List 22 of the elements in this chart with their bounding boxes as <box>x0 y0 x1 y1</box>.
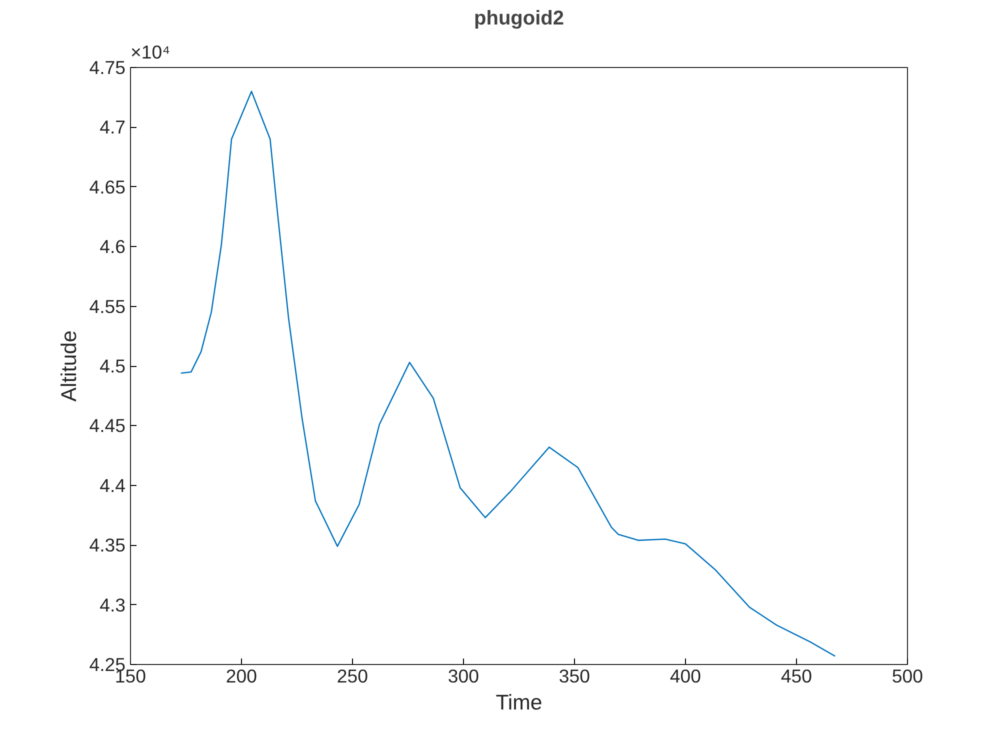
x-tick-label: 300 <box>448 666 480 686</box>
y-tick-label: 4.3 <box>100 594 126 616</box>
x-tick-label: 450 <box>780 666 812 686</box>
y-tick-label: 4.35 <box>89 534 126 556</box>
x-tick-label: 200 <box>226 666 258 686</box>
x-tick-label: 500 <box>892 666 924 686</box>
x-tick-label: 350 <box>558 666 590 686</box>
chart-title: phugoid2 <box>474 8 564 30</box>
y-tick-label: 4.6 <box>100 236 126 258</box>
y-tick-label: 4.4 <box>100 474 126 496</box>
x-tick-label: 400 <box>670 666 702 686</box>
text: ×10⁴ <box>130 42 170 62</box>
y-axis-title: Altitude <box>57 330 82 402</box>
line-series <box>180 90 836 657</box>
y-tick-label: 4.55 <box>89 296 126 317</box>
y-tick-label: 4.5 <box>100 356 126 376</box>
y-tick-label: 4.65 <box>89 176 126 198</box>
y-tick-label: 4.75 <box>89 57 126 78</box>
x-axis-title: Time <box>496 690 542 714</box>
y-tick-label: 4.45 <box>89 415 126 436</box>
x-tick-label: 250 <box>336 666 368 686</box>
y-tick-label: 4.7 <box>100 116 126 138</box>
